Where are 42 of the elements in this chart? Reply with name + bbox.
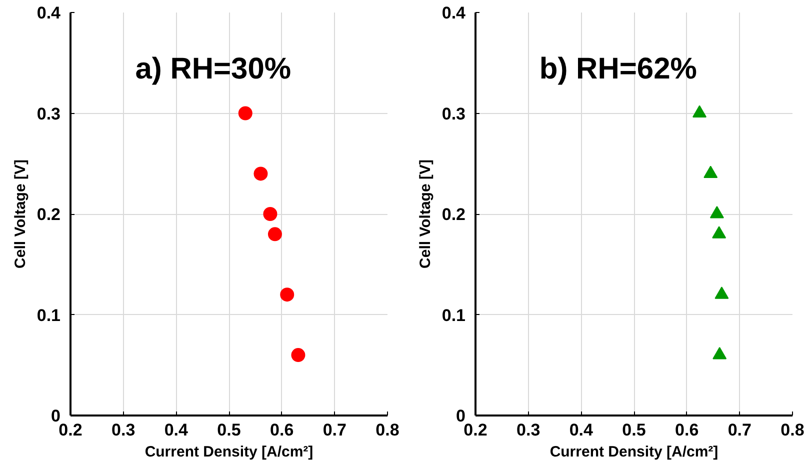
x-tick-label: 0.4: [569, 420, 594, 440]
point: [268, 227, 282, 242]
y-tick-label: 0.4: [442, 4, 466, 22]
point: [710, 206, 724, 218]
y-tick-label: 0.3: [36, 104, 61, 124]
text: b) RH=62%: [539, 52, 697, 86]
x-tick-label: 0.8: [376, 420, 400, 440]
point: [712, 347, 727, 360]
y-tick-label: 0.4: [36, 4, 62, 22]
x-tick-label: 0.7: [322, 420, 346, 440]
x-axis-title: Current Density [A/cm²]: [550, 444, 718, 460]
y-tick-label: 0.2: [442, 205, 466, 224]
point: [704, 166, 718, 178]
x-axis-title: Current Density [A/cm²]: [144, 444, 314, 460]
x-tick-label: 0.5: [217, 420, 241, 440]
text: a) RH=30%: [135, 52, 292, 86]
x-tick-label: 0.2: [464, 420, 488, 440]
point: [712, 226, 726, 238]
x-tick-label: 0.3: [516, 420, 540, 440]
y-tick-label: 0.3: [442, 104, 466, 124]
point: [291, 348, 306, 362]
y-axis-title: Cell Voltage [V]: [416, 160, 434, 268]
x-tick-label: 0.6: [270, 420, 294, 440]
y-tick-label: 0: [456, 406, 466, 426]
y-tick-label: 0.1: [36, 306, 61, 325]
point: [692, 105, 707, 118]
x-tick-label: 0.7: [728, 420, 752, 440]
point: [280, 288, 294, 302]
y-tick-label: 0: [51, 406, 61, 426]
point: [238, 106, 252, 120]
x-tick-label: 0.5: [622, 420, 646, 440]
x-tick-label: 0.3: [112, 420, 136, 440]
point: [254, 166, 268, 181]
point: [263, 207, 278, 221]
x-tick-label: 0.4: [164, 420, 189, 440]
y-tick-label: 0.1: [442, 306, 466, 325]
x-tick-label: 0.2: [58, 420, 82, 440]
y-axis-title: Cell Voltage [V]: [12, 160, 29, 268]
x-tick-label: 0.8: [780, 420, 804, 440]
point: [714, 286, 729, 299]
x-tick-label: 0.6: [675, 420, 699, 440]
y-tick-label: 0.2: [36, 205, 61, 224]
